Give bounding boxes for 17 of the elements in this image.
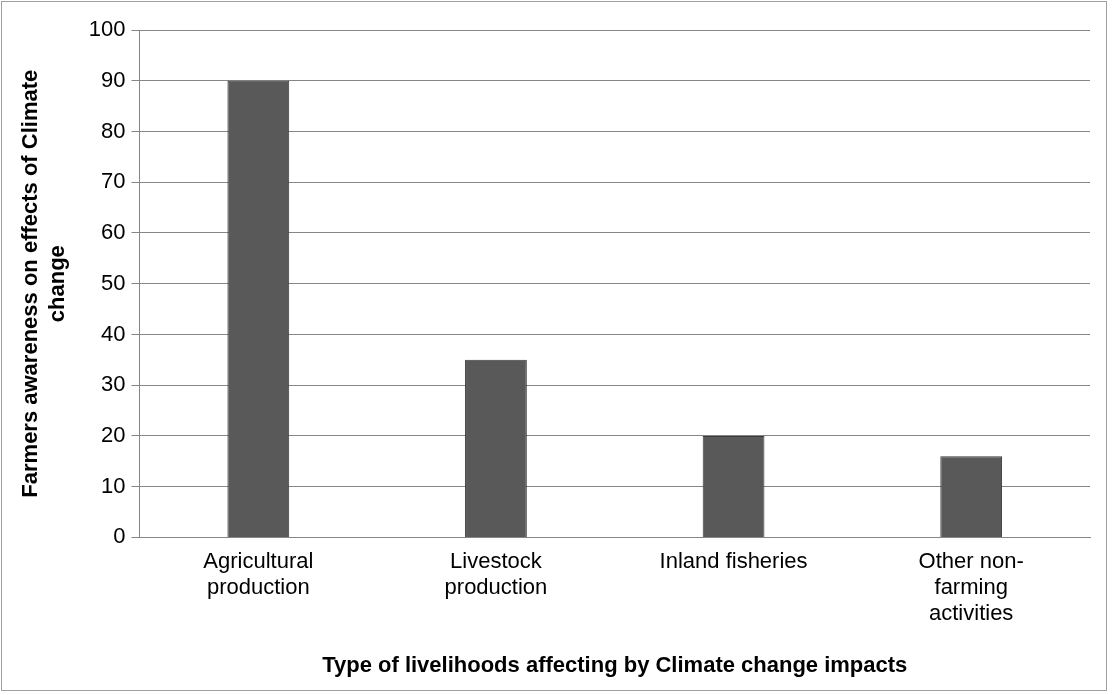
x-axis-title: Type of livelihoods affecting by Climate change impacts: [322, 651, 908, 677]
y-tick-label: 80: [101, 117, 126, 143]
y-tick-label: 10: [101, 472, 126, 498]
x-tick-label: Agricultural production: [203, 547, 314, 600]
y-tick-label: 90: [101, 66, 126, 92]
x-tick-label: Livestock production: [444, 547, 548, 600]
y-tick-label: 30: [101, 371, 126, 397]
y-axis-title: Farmers awareness on effects of Climate change: [17, 69, 69, 498]
y-tick-label: 0: [113, 523, 126, 549]
x-tick-label: Other non-farming activities: [918, 547, 1024, 626]
y-tick-label: 50: [101, 269, 126, 295]
x-tick-label: Inland fisheries: [659, 547, 808, 573]
y-tick-label: 20: [101, 421, 126, 447]
y-tick-label: 40: [101, 320, 126, 346]
y-tick-label: 60: [101, 219, 126, 245]
y-tick-label: 70: [101, 168, 126, 194]
y-tick-label: 100: [88, 16, 126, 42]
